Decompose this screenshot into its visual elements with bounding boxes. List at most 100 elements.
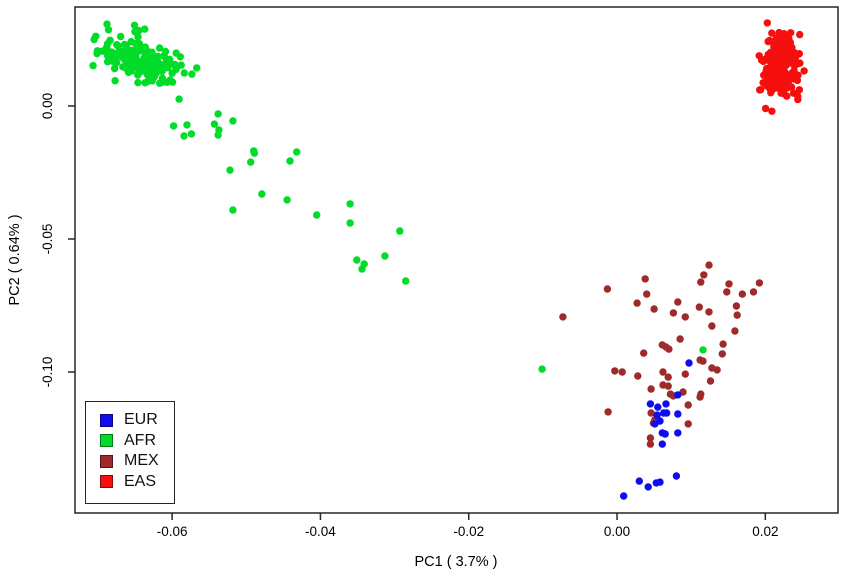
data-point <box>611 367 619 375</box>
data-point <box>103 20 111 28</box>
data-point <box>699 346 707 354</box>
data-point <box>113 41 121 49</box>
afr-swatch-icon <box>100 434 113 448</box>
data-point <box>214 131 222 139</box>
data-point <box>656 478 664 486</box>
x-tick-label: -0.02 <box>453 524 484 539</box>
x-axis-ticks: -0.06 -0.04 -0.02 0.00 0.02 <box>157 513 778 539</box>
data-point <box>156 79 164 87</box>
data-point <box>187 130 196 138</box>
data-point <box>659 368 667 376</box>
data-point <box>662 400 670 408</box>
data-point <box>793 76 802 85</box>
data-point <box>130 21 139 29</box>
y-tick-label: 0.00 <box>40 93 55 119</box>
data-point <box>117 32 125 41</box>
data-point <box>313 211 321 219</box>
data-point <box>681 313 689 321</box>
data-point <box>653 411 661 419</box>
data-point <box>732 302 741 310</box>
data-point <box>643 290 651 298</box>
data-point <box>136 67 145 76</box>
data-point <box>131 27 139 36</box>
data-point <box>795 86 804 94</box>
eas-points-group <box>755 19 808 115</box>
data-point <box>104 26 113 34</box>
data-point <box>765 84 774 92</box>
data-point <box>103 45 112 54</box>
data-point <box>559 313 567 321</box>
data-point <box>800 67 808 75</box>
data-point <box>168 78 177 86</box>
data-point <box>141 25 149 33</box>
data-point <box>154 52 162 61</box>
data-point <box>124 68 133 77</box>
data-point <box>759 57 767 66</box>
data-point <box>646 440 655 448</box>
data-point <box>787 29 795 37</box>
data-point <box>733 311 741 319</box>
data-point <box>696 393 704 401</box>
data-point <box>122 45 131 53</box>
legend-label-afr: AFR <box>124 431 156 449</box>
data-point <box>89 61 97 70</box>
data-point <box>672 472 681 480</box>
data-point <box>713 366 721 374</box>
data-point <box>193 64 201 72</box>
data-point <box>792 53 800 61</box>
data-point <box>158 67 166 76</box>
data-point <box>353 256 361 264</box>
data-point <box>119 54 128 63</box>
data-point <box>214 110 222 118</box>
data-point <box>738 290 746 298</box>
legend-item-afr: AFR <box>86 431 174 452</box>
data-point <box>685 359 693 367</box>
data-point <box>620 492 628 500</box>
data-point <box>180 132 188 140</box>
data-point <box>660 409 668 417</box>
data-point <box>782 46 790 55</box>
data-point <box>780 30 788 38</box>
data-point <box>177 61 185 69</box>
data-point <box>155 44 164 52</box>
data-point <box>770 57 778 65</box>
data-point <box>774 47 782 55</box>
data-point <box>133 58 142 66</box>
legend-label-mex: MEX <box>124 452 159 470</box>
data-point <box>749 288 758 296</box>
data-point <box>768 29 776 37</box>
data-point <box>725 280 733 288</box>
data-point <box>700 271 708 279</box>
data-point <box>674 429 682 437</box>
data-point <box>125 61 133 69</box>
data-point <box>697 278 705 286</box>
data-point <box>775 33 783 42</box>
data-point <box>103 58 112 66</box>
data-point <box>402 277 410 285</box>
data-point <box>258 190 266 198</box>
data-point <box>661 430 669 438</box>
data-point <box>160 52 168 60</box>
data-point <box>756 86 765 94</box>
data-point <box>768 107 776 115</box>
data-point <box>796 30 804 39</box>
x-tick-label: 0.02 <box>752 524 778 539</box>
data-point <box>180 69 188 77</box>
data-point <box>669 309 678 317</box>
data-point <box>167 60 176 68</box>
data-point <box>103 52 112 60</box>
data-points-layer <box>89 19 808 500</box>
data-point <box>635 477 643 485</box>
data-point <box>131 39 140 48</box>
data-point <box>779 57 787 65</box>
data-point <box>674 410 682 418</box>
y-axis-title: PC2 ( 0.64% ) <box>7 214 23 305</box>
data-point <box>188 70 196 78</box>
data-point <box>770 41 778 49</box>
x-tick-label: 0.00 <box>604 524 630 539</box>
data-point <box>674 298 682 306</box>
data-point <box>168 69 176 77</box>
data-point <box>684 420 692 428</box>
data-point <box>148 77 156 85</box>
